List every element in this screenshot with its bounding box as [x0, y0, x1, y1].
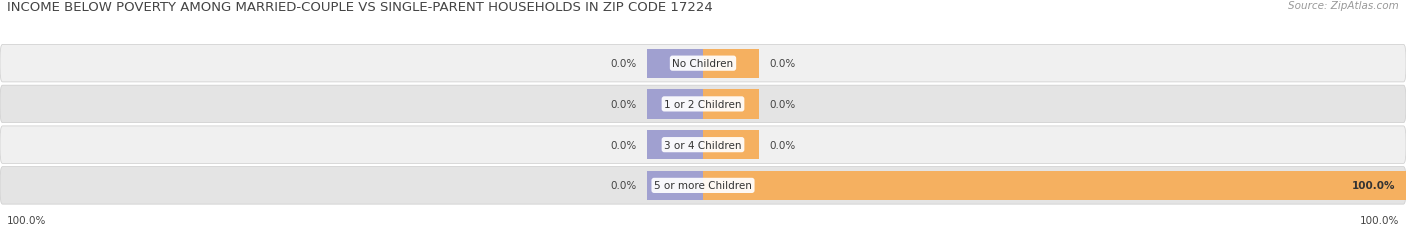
- FancyBboxPatch shape: [0, 167, 1406, 204]
- Text: INCOME BELOW POVERTY AMONG MARRIED-COUPLE VS SINGLE-PARENT HOUSEHOLDS IN ZIP COD: INCOME BELOW POVERTY AMONG MARRIED-COUPL…: [7, 1, 713, 14]
- Text: 1 or 2 Children: 1 or 2 Children: [664, 100, 742, 109]
- Bar: [703, 171, 759, 200]
- Text: 100.0%: 100.0%: [7, 215, 46, 225]
- Text: 0.0%: 0.0%: [610, 59, 637, 69]
- Bar: [703, 90, 759, 119]
- FancyBboxPatch shape: [0, 126, 1406, 164]
- Bar: [647, 171, 703, 200]
- Text: 0.0%: 0.0%: [770, 100, 796, 109]
- Text: 0.0%: 0.0%: [610, 100, 637, 109]
- Bar: [647, 90, 703, 119]
- Text: 3 or 4 Children: 3 or 4 Children: [664, 140, 742, 150]
- Bar: [703, 131, 759, 160]
- Text: 100.0%: 100.0%: [1360, 215, 1399, 225]
- Bar: [647, 49, 703, 79]
- Text: 5 or more Children: 5 or more Children: [654, 181, 752, 191]
- Bar: [703, 49, 759, 79]
- Text: 0.0%: 0.0%: [770, 140, 796, 150]
- Bar: [647, 131, 703, 160]
- Text: 0.0%: 0.0%: [610, 140, 637, 150]
- Text: 0.0%: 0.0%: [770, 59, 796, 69]
- Text: 100.0%: 100.0%: [1353, 181, 1395, 191]
- Text: Source: ZipAtlas.com: Source: ZipAtlas.com: [1288, 1, 1399, 11]
- FancyBboxPatch shape: [0, 45, 1406, 82]
- Text: 0.0%: 0.0%: [610, 181, 637, 191]
- Text: No Children: No Children: [672, 59, 734, 69]
- Bar: [703, 171, 1406, 200]
- FancyBboxPatch shape: [0, 86, 1406, 123]
